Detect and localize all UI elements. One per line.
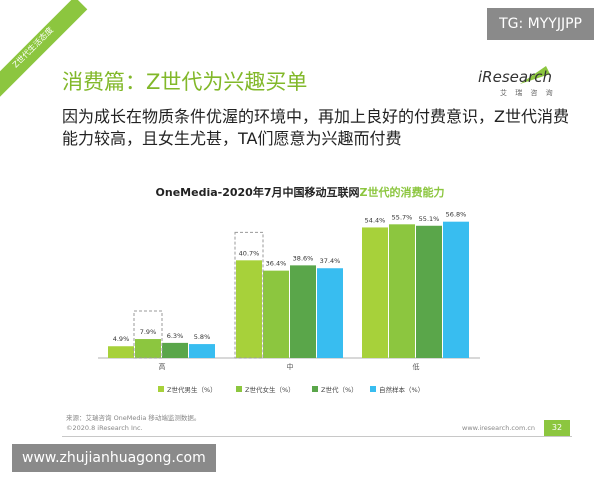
logo-text: iResearch	[478, 68, 552, 86]
legend-label: Z世代男生（%）	[167, 385, 217, 394]
legend-label: Z世代（%）	[321, 385, 358, 394]
tg-badge: TG: MYYJJPP	[487, 8, 594, 40]
copyright: ©2020.8 iResearch Inc.	[66, 424, 143, 432]
bar	[416, 225, 442, 358]
logo-subtext: 艾 瑞 咨 询	[500, 89, 556, 97]
bar	[389, 224, 415, 358]
page-number: 32	[544, 420, 570, 436]
bar	[162, 342, 188, 358]
data-label: 40.7%	[239, 249, 260, 257]
source-note: 来源：艾瑞咨询 OneMedia 移动端监测数据。	[66, 414, 201, 422]
data-label: 56.8%	[446, 211, 467, 219]
chart-title-highlight: Z世代的消费能力	[359, 186, 445, 199]
bar	[362, 227, 388, 358]
category-label: 低	[413, 362, 420, 371]
legend-label: Z世代女生（%）	[245, 385, 295, 394]
data-label: 4.9%	[113, 335, 130, 343]
legend-swatch	[236, 386, 242, 392]
bar	[236, 260, 262, 358]
page-title: 消费篇：Z世代为兴趣买单	[62, 70, 308, 94]
data-label: 54.4%	[365, 216, 386, 224]
bar	[263, 270, 289, 358]
data-label: 5.8%	[194, 333, 211, 341]
site-url: www.iresearch.com.cn	[462, 424, 536, 432]
data-label: 55.7%	[392, 213, 413, 221]
bar	[189, 344, 215, 358]
legend-swatch	[370, 386, 376, 392]
chart-title: OneMedia-2020年7月中国移动互联网Z世代的消费能力	[0, 184, 600, 200]
bar	[443, 221, 469, 358]
data-label: 55.1%	[419, 215, 440, 223]
legend-swatch	[312, 386, 318, 392]
bar	[290, 265, 316, 358]
watermark: www.zhujianhuagong.com	[12, 444, 216, 472]
iresearch-logo-icon	[520, 66, 550, 84]
legend-label: 自然样本（%）	[379, 385, 424, 394]
data-label: 37.4%	[320, 257, 341, 265]
bar	[108, 346, 134, 358]
bar	[317, 268, 343, 358]
data-label: 6.3%	[167, 332, 184, 340]
data-label: 36.4%	[266, 260, 287, 268]
highlight-box	[234, 231, 264, 359]
legend-swatch	[158, 386, 164, 392]
footer-divider	[62, 436, 572, 437]
data-label: 7.9%	[140, 328, 157, 336]
category-label: 高	[159, 362, 166, 371]
logo-swoosh	[520, 66, 550, 84]
bar	[135, 339, 161, 358]
data-label: 38.6%	[293, 254, 314, 262]
category-label: 中	[287, 362, 294, 371]
subtitle: 因为成长在物质条件优渥的环境中，再加上良好的付费意识，Z世代消费能力较高，且女生…	[62, 107, 569, 148]
chart-title-prefix: OneMedia-2020年7月中国移动互联网	[155, 186, 360, 199]
highlight-box	[133, 310, 163, 359]
